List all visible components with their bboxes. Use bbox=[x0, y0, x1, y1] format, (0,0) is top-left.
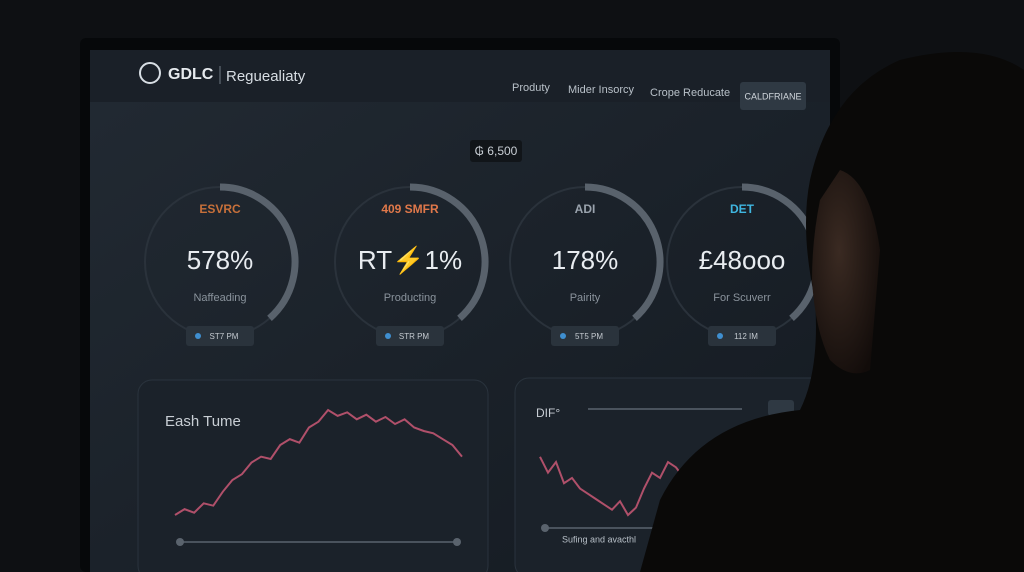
header-button-label[interactable]: CALDFRIANE bbox=[744, 91, 801, 101]
time-pill bbox=[186, 326, 254, 346]
gauge-label: Producting bbox=[384, 292, 437, 304]
gauge-label: Naffeading bbox=[193, 292, 246, 304]
app-title: Reguealiaty bbox=[226, 68, 306, 85]
header-button[interactable] bbox=[740, 82, 806, 110]
time-dot bbox=[195, 333, 201, 339]
gauge-value: 178% bbox=[552, 245, 619, 275]
gauge-value: RT⚡1% bbox=[358, 245, 462, 276]
chart-title: Eash Tume bbox=[165, 413, 241, 430]
badge-label: ₲ 6,500 bbox=[475, 144, 518, 158]
badge bbox=[470, 140, 522, 162]
gauge-tag: ESVRC bbox=[199, 202, 241, 216]
logo-icon bbox=[139, 62, 161, 84]
person-face bbox=[812, 170, 880, 374]
time-pill bbox=[551, 326, 619, 346]
time-label: ST7 PM bbox=[210, 332, 239, 341]
chart-title: DIF° bbox=[536, 406, 560, 420]
nav-item[interactable]: Produty bbox=[512, 82, 550, 94]
gauge-tag: ADI bbox=[575, 202, 596, 216]
time-dot bbox=[560, 333, 566, 339]
gauge-arc bbox=[584, 183, 664, 321]
chart-caption: Sufing and avacthl bbox=[562, 534, 636, 544]
gauge-tag: DET bbox=[730, 202, 755, 216]
gauge-arc bbox=[219, 183, 299, 321]
time-pill bbox=[708, 326, 776, 346]
slider-knob bbox=[453, 538, 461, 546]
gauge-arc bbox=[409, 183, 489, 321]
gauge-value: 578% bbox=[187, 245, 254, 275]
time-label: STR PM bbox=[399, 332, 430, 341]
time-label: 5T5 PM bbox=[575, 332, 603, 341]
gauge-label: For Scuverr bbox=[713, 292, 771, 304]
chart-line bbox=[174, 408, 463, 516]
time-dot bbox=[717, 333, 723, 339]
chart-card bbox=[137, 379, 489, 572]
logo: GDLC bbox=[168, 66, 214, 83]
time-dot bbox=[385, 333, 391, 339]
nav-item[interactable]: Mider Insorcy bbox=[568, 84, 635, 96]
time-label: 112 IM bbox=[734, 332, 758, 341]
time-pill bbox=[376, 326, 444, 346]
header-bar bbox=[90, 50, 830, 102]
slider-knob bbox=[541, 524, 549, 532]
dashboard-content: ESVRC 578% Naffeading ST7 PM 409 SMFR RT⚡1% Pr… bbox=[144, 183, 821, 546]
slider-knob bbox=[176, 538, 184, 546]
gauge-tag: 409 SMFR bbox=[381, 202, 439, 216]
nav-item[interactable]: Crope Reducate bbox=[650, 87, 730, 99]
gauge-label: Pairity bbox=[570, 292, 601, 304]
gauge-value: £48ooo bbox=[699, 245, 786, 275]
